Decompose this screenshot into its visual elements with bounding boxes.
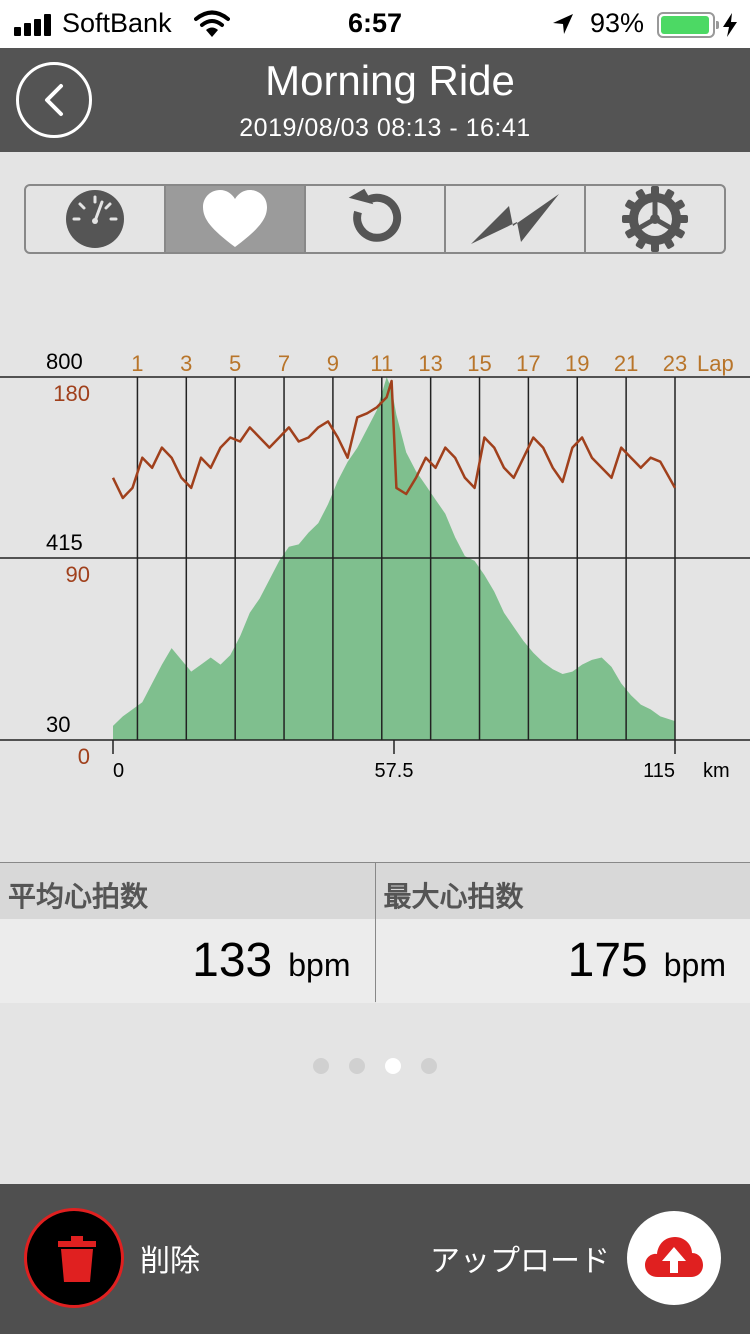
x-axis-tick-label: 0	[113, 760, 124, 782]
heart-rate-tick-label: 0	[78, 744, 90, 769]
elevation-tick-label: 415	[46, 530, 83, 555]
delete-button[interactable]	[24, 1208, 124, 1308]
gear-icon	[622, 186, 688, 252]
back-button[interactable]	[16, 62, 92, 138]
lap-number-label: 7	[278, 351, 290, 376]
x-axis-tick-label: 115	[643, 760, 675, 782]
stat-average-heart-rate: 平均心拍数 133 bpm	[0, 863, 375, 1003]
elevation-tick-label: 800	[46, 349, 83, 374]
battery-percent: 93%	[590, 8, 645, 38]
ride-date-range: 2019/08/03 08:13 - 16:41	[239, 114, 531, 142]
nav-header: Morning Ride 2019/08/03 08:13 - 16:41	[0, 48, 750, 152]
lap-number-label: 9	[327, 351, 339, 376]
tab-cadence[interactable]	[306, 186, 446, 252]
tab-heart-rate[interactable]	[166, 186, 306, 252]
page-dot[interactable]	[385, 1058, 401, 1074]
heart-rate-stats: 平均心拍数 133 bpm 最大心拍数 175 bpm	[0, 862, 750, 1003]
carrier-name: SoftBank	[62, 8, 172, 38]
clock: 6:57	[347, 8, 403, 38]
location-arrow-icon	[553, 14, 573, 34]
page-title: Morning Ride	[265, 57, 515, 104]
heart-rate-tick-label: 180	[53, 381, 90, 406]
wifi-icon	[194, 10, 230, 37]
delete-label[interactable]: 削除	[140, 1245, 200, 1278]
tab-power[interactable]	[446, 186, 586, 252]
heart-rate-line	[111, 379, 677, 500]
lap-number-label: 11	[370, 351, 393, 376]
elevation-tick-label: 30	[46, 712, 70, 737]
chevron-left-icon	[45, 84, 63, 116]
speedometer-icon	[66, 190, 124, 248]
tab-gear[interactable]	[586, 186, 724, 252]
lap-number-label: 23	[663, 351, 687, 376]
stat-value: 175	[567, 934, 648, 987]
heart-icon	[203, 190, 267, 247]
cadence-icon	[348, 188, 402, 242]
battery-icon	[657, 12, 719, 38]
stat-label: 平均心拍数	[0, 863, 375, 919]
x-axis-unit-label: km	[703, 760, 730, 782]
page-dot[interactable]	[421, 1058, 437, 1074]
lap-number-label: 21	[614, 351, 638, 376]
lap-number-label: 17	[516, 351, 540, 376]
stat-unit: bpm	[663, 947, 726, 983]
heart-rate-tick-label: 90	[66, 562, 90, 587]
page-dot[interactable]	[313, 1058, 329, 1074]
charging-bolt-icon	[723, 13, 737, 37]
page-dot[interactable]	[349, 1058, 365, 1074]
trash-icon	[58, 1236, 96, 1282]
lap-number-label: 19	[565, 351, 589, 376]
lap-number-label: 1	[131, 351, 143, 376]
upload-label[interactable]: アップロード	[430, 1245, 610, 1278]
bottom-action-bar: 削除 アップロード	[0, 1184, 750, 1334]
power-icon	[471, 194, 559, 244]
cloud-upload-icon	[645, 1237, 703, 1277]
lap-number-label: 13	[418, 351, 442, 376]
status-bar: SoftBank 6:57 93%	[0, 0, 750, 48]
x-axis-tick-label: 57.5	[375, 760, 414, 782]
stat-label: 最大心拍数	[375, 863, 750, 919]
lap-axis-label: Lap	[697, 351, 734, 376]
upload-button[interactable]	[627, 1211, 721, 1305]
lap-number-label: 5	[229, 351, 241, 376]
stat-max-heart-rate: 最大心拍数 175 bpm	[374, 863, 750, 1003]
metric-tab-bar	[24, 184, 726, 254]
tab-speed[interactable]	[26, 186, 166, 252]
lap-number-label: 3	[180, 351, 192, 376]
page-indicator[interactable]	[0, 1058, 750, 1076]
stat-value: 133	[192, 934, 273, 987]
lap-number-label: 15	[467, 351, 491, 376]
signal-icon	[14, 14, 54, 36]
stat-unit: bpm	[288, 947, 351, 983]
